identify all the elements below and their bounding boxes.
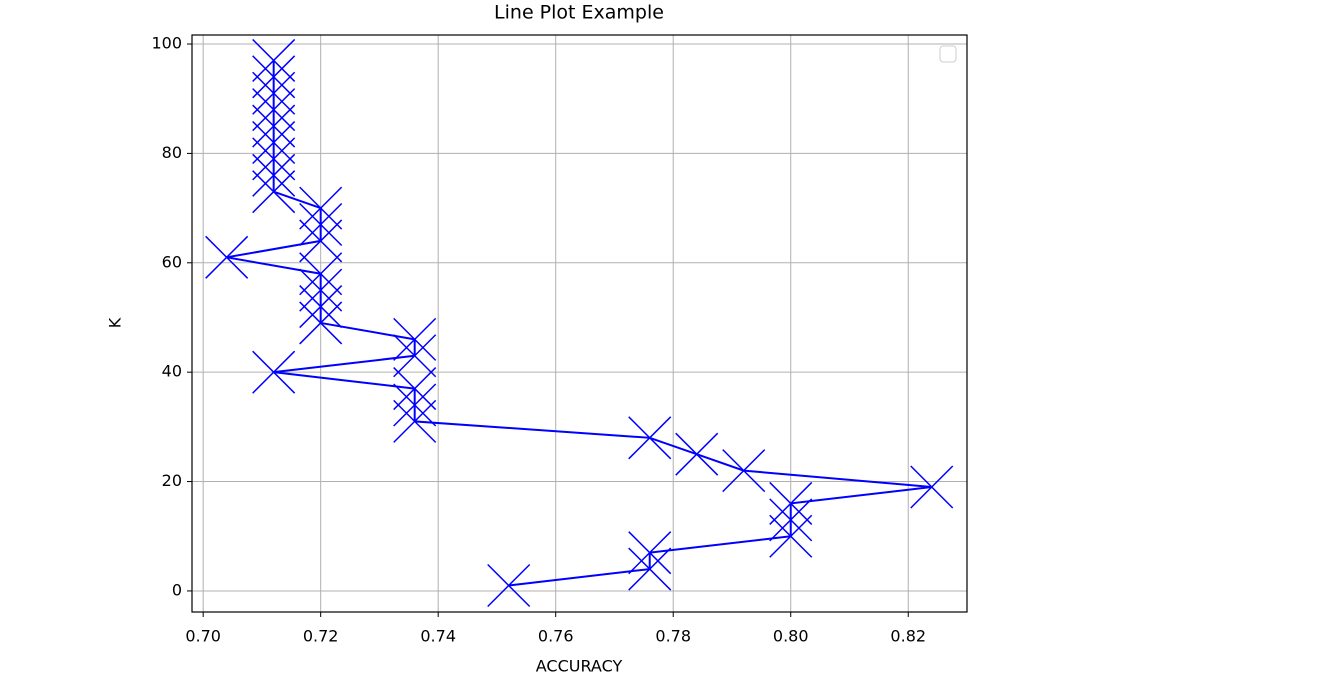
- marker: [252, 88, 296, 132]
- marker: [252, 120, 296, 165]
- marker: [252, 153, 296, 197]
- marker: [769, 481, 813, 525]
- y-tick-label: 0: [172, 580, 182, 599]
- x-tick-label: 0.82: [890, 627, 926, 646]
- x-tick-label: 0.76: [538, 627, 574, 646]
- plot-area: [205, 38, 954, 608]
- x-tick-label: 0.70: [185, 627, 221, 646]
- marker: [299, 186, 343, 230]
- axes-frame: [191, 34, 968, 613]
- marker: [299, 252, 343, 296]
- marker: [252, 137, 296, 181]
- marker: [393, 383, 437, 427]
- y-tick-label: 40: [162, 362, 182, 381]
- marker: [675, 432, 719, 476]
- marker: [393, 399, 437, 443]
- marker: [393, 367, 437, 411]
- x-axis-label: ACCURACY: [536, 657, 623, 676]
- grid: [192, 35, 967, 612]
- marker: [769, 514, 813, 558]
- marker: [393, 317, 437, 361]
- marker: [252, 104, 296, 148]
- marker: [252, 71, 296, 115]
- y-tick-label: 80: [162, 143, 182, 162]
- legend-box: [939, 45, 957, 63]
- marker: [299, 301, 343, 345]
- line: [226, 60, 932, 587]
- marker: [299, 202, 343, 247]
- y-tick-label: 20: [162, 471, 182, 490]
- marker: [205, 235, 249, 279]
- marker: [628, 416, 672, 460]
- marker: [910, 465, 954, 509]
- marker: [769, 498, 813, 542]
- marker: [252, 38, 296, 82]
- x-tick-label: 0.74: [420, 627, 456, 646]
- marker: [722, 449, 766, 493]
- marker: [628, 547, 672, 591]
- marker: [487, 563, 531, 608]
- marker: [299, 268, 343, 312]
- y-axis-label: K: [106, 317, 125, 328]
- x-tick-label: 0.80: [773, 627, 809, 646]
- chart-title: Line Plot Example: [494, 2, 664, 24]
- marker: [252, 350, 296, 394]
- marker: [393, 334, 437, 378]
- y-tick-label: 60: [162, 252, 182, 271]
- x-tick-label: 0.78: [655, 627, 691, 646]
- marker: [628, 531, 672, 575]
- y-tick-label: 100: [151, 34, 182, 53]
- marker: [299, 219, 343, 263]
- marker: [299, 285, 343, 329]
- marker: [252, 55, 296, 99]
- marker: [252, 170, 296, 214]
- x-tick-label: 0.72: [303, 627, 339, 646]
